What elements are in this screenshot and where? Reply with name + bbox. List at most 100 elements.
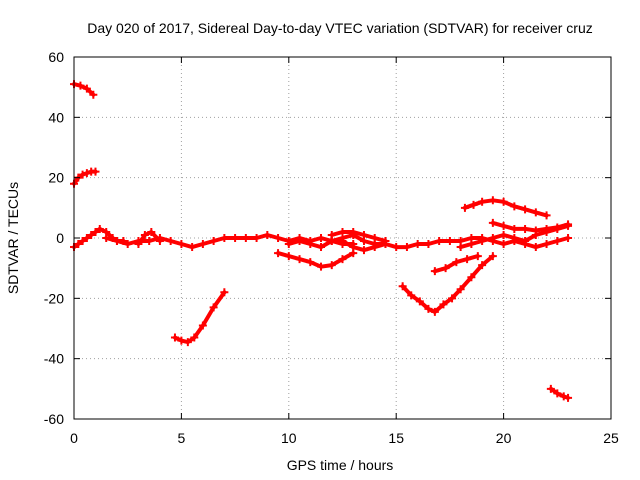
data-point — [430, 307, 439, 316]
data-point — [546, 384, 555, 393]
y-tick-label: 40 — [48, 109, 64, 125]
data-point — [166, 237, 175, 246]
series-dip-12-14 — [338, 237, 390, 255]
data-point — [349, 227, 358, 236]
data-point — [439, 300, 448, 309]
data-point — [499, 221, 508, 230]
data-point — [435, 237, 444, 246]
data-point — [467, 240, 476, 249]
data-point — [317, 262, 326, 271]
data-point — [424, 304, 433, 313]
data-point — [430, 267, 439, 276]
series-arc-5h-dip — [170, 288, 229, 347]
data-point — [424, 240, 433, 249]
data-point — [460, 203, 469, 212]
data-point — [338, 255, 347, 264]
data-point — [317, 234, 326, 242]
data-series — [70, 80, 573, 402]
data-point — [402, 243, 411, 252]
data-point — [306, 258, 315, 267]
series-hump-3h — [134, 227, 164, 249]
data-point — [559, 392, 568, 401]
data-point — [198, 240, 207, 249]
data-point — [542, 211, 551, 220]
data-point — [469, 200, 478, 209]
data-point — [78, 237, 87, 246]
data-point — [263, 230, 272, 239]
data-point — [241, 234, 250, 242]
data-point — [123, 240, 132, 249]
data-point — [381, 240, 390, 249]
data-point — [553, 224, 562, 233]
series-arc-19-23-low — [456, 221, 573, 252]
data-point — [338, 227, 347, 236]
data-point — [463, 255, 472, 264]
data-point — [82, 84, 91, 93]
data-point — [488, 234, 497, 242]
data-point — [274, 234, 283, 242]
data-point — [521, 205, 530, 214]
data-point — [441, 264, 450, 273]
data-point — [478, 261, 487, 270]
data-point — [145, 237, 154, 246]
data-point — [220, 234, 229, 242]
data-point — [499, 230, 508, 239]
x-tick-label: 5 — [178, 430, 186, 446]
data-point — [510, 224, 519, 233]
data-point — [306, 240, 315, 249]
data-point — [91, 167, 100, 176]
x-tick-label: 0 — [70, 430, 78, 446]
x-axis-label: GPS time / hours — [287, 457, 394, 473]
data-point — [370, 243, 379, 252]
data-point — [317, 243, 326, 252]
data-point — [510, 234, 519, 242]
data-point — [499, 240, 508, 249]
data-point — [274, 249, 283, 258]
data-point — [413, 240, 422, 249]
data-point — [82, 169, 91, 178]
data-point — [89, 90, 98, 99]
data-point — [95, 224, 104, 233]
data-point — [488, 218, 497, 227]
x-tick-label: 15 — [388, 430, 404, 446]
data-point — [209, 303, 218, 312]
data-point — [564, 393, 573, 402]
data-point — [488, 252, 497, 261]
data-point — [478, 237, 487, 246]
data-point — [284, 252, 293, 261]
data-point — [327, 261, 336, 270]
data-point — [531, 230, 540, 239]
data-point — [91, 227, 100, 236]
data-point — [209, 237, 218, 246]
data-point — [407, 291, 416, 300]
data-point — [359, 246, 368, 255]
data-point — [147, 227, 156, 236]
data-point — [531, 243, 540, 252]
y-axis-label: SDTVAR / TECUs — [5, 182, 21, 294]
data-point — [338, 237, 347, 246]
data-point — [564, 234, 573, 242]
data-point — [445, 237, 454, 246]
series-arc-16-19-v — [398, 252, 497, 316]
data-point — [78, 170, 87, 179]
data-point — [76, 81, 85, 90]
data-point — [499, 197, 508, 206]
data-point — [295, 255, 304, 264]
data-point — [82, 234, 91, 242]
data-point — [521, 224, 530, 233]
data-point — [521, 237, 530, 246]
x-tick-label: 25 — [603, 430, 619, 446]
data-point — [510, 202, 519, 211]
data-point — [553, 237, 562, 246]
series-arc-18-22-high — [460, 196, 551, 220]
data-point — [349, 243, 358, 252]
data-point — [177, 240, 186, 249]
axis-ticks: 0 5 10 15 20 25 -60 -40 -20 0 20 40 60 — [44, 49, 619, 446]
data-point — [74, 240, 83, 249]
data-point — [220, 288, 229, 297]
data-point — [140, 230, 149, 239]
data-point — [531, 208, 540, 217]
x-tick-label: 20 — [496, 430, 512, 446]
data-point — [112, 237, 121, 246]
